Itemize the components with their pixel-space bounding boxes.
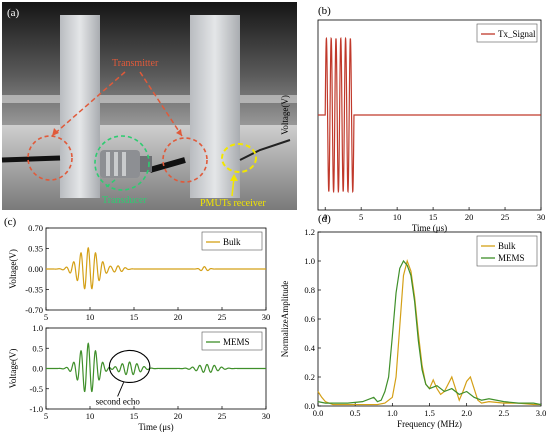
y-tick-label: 1.0 bbox=[304, 256, 315, 266]
chart-frequency-spectrum: 0.0 0.5 1.0 1.5 2.0 2.5 3.0 0.0 0.2 0.4 0.6 0.8 1.0 1… bbox=[280, 227, 546, 429]
photo-panel: (a) Transmitter Transducer PMUTs receive… bbox=[1, 2, 297, 210]
x-tick-label: 2.0 bbox=[461, 408, 472, 418]
x-tick-label: 5 bbox=[44, 411, 48, 421]
transducer-arrow bbox=[104, 179, 116, 189]
second-echo-ellipse bbox=[108, 349, 151, 384]
x-tick-label: 3.0 bbox=[536, 408, 547, 418]
x-tick-label: 25 bbox=[501, 212, 510, 222]
legend-label: Tx_Signal bbox=[498, 29, 536, 39]
chart-mems-echo: 5 10 15 20 25 30 -1.0 -0.5 0.0 0.5 1.0 Time (μs) Vol… bbox=[8, 323, 270, 432]
y-tick-label: 0.2 bbox=[304, 372, 315, 382]
x-tick-label: 5 bbox=[44, 312, 48, 322]
aluminum-block-left bbox=[60, 15, 100, 198]
y-tick-label: -0.35 bbox=[25, 285, 43, 295]
cable-right bbox=[239, 139, 291, 161]
series-line bbox=[317, 259, 542, 406]
y-tick-label: 0.00 bbox=[28, 264, 43, 274]
legend-box bbox=[201, 331, 263, 351]
chart-bulk-echo: 5 10 15 20 25 30 -0.70 -0.35 0.00 0.35 0.70 Voltage… bbox=[8, 223, 270, 322]
x-tick-label: 20 bbox=[174, 312, 183, 322]
y-tick-label: -0.5 bbox=[30, 384, 43, 394]
y-tick-label: 1.2 bbox=[304, 227, 315, 237]
y-tick-label: 0.0 bbox=[304, 401, 315, 411]
x-tick-label: 15 bbox=[130, 411, 139, 421]
x-axis-label: Time (μs) bbox=[138, 422, 173, 432]
y-tick-label: 0.8 bbox=[304, 285, 315, 295]
x-tick-label: 0 bbox=[323, 212, 327, 222]
y-tick-label: 0.6 bbox=[304, 314, 315, 324]
x-tick-label: 15 bbox=[429, 212, 438, 222]
series-line bbox=[317, 258, 541, 406]
y-tick-label: 0.4 bbox=[304, 343, 315, 353]
y-tick-label: -1.0 bbox=[30, 404, 43, 414]
receiver-label: PMUTs receiver bbox=[200, 198, 266, 209]
x-tick-label: 0.5 bbox=[350, 408, 361, 418]
y-tick-label: 0.35 bbox=[28, 244, 43, 254]
x-tick-label: 25 bbox=[218, 312, 227, 322]
transmitter-arrow-right bbox=[139, 71, 183, 137]
transmitter-circle-left bbox=[27, 135, 73, 181]
annotation-text: second echo bbox=[96, 396, 141, 406]
x-tick-label: 15 bbox=[130, 312, 139, 322]
x-axis-label: Time (μs) bbox=[412, 223, 447, 233]
legend-label: Bulk bbox=[498, 241, 516, 251]
panel-label-c: (c) bbox=[4, 216, 17, 228]
panel-label-a: (a) bbox=[7, 7, 20, 19]
legend-label: Bulk bbox=[223, 237, 241, 247]
x-tick-label: 10 bbox=[393, 212, 402, 222]
x-tick-label: 10 bbox=[86, 312, 95, 322]
x-tick-label: 1.0 bbox=[387, 408, 398, 418]
y-tick-label: 1.0 bbox=[32, 323, 43, 333]
panel-label-b: (b) bbox=[318, 5, 331, 17]
x-tick-label: 30 bbox=[262, 312, 271, 322]
annotation-arrow bbox=[117, 382, 125, 397]
y-tick-label: 0.70 bbox=[28, 223, 43, 233]
x-axis-label: Frequency (MHz) bbox=[397, 419, 462, 429]
series-line bbox=[46, 246, 266, 290]
x-tick-label: 20 bbox=[465, 212, 474, 222]
legend-box bbox=[476, 235, 538, 267]
transmitter-label: Transmitter bbox=[112, 58, 159, 69]
legend-label: MEMS bbox=[223, 337, 250, 347]
legend-box bbox=[476, 23, 538, 43]
panel-label-d: (d) bbox=[318, 213, 331, 225]
aluminum-block-right bbox=[190, 15, 240, 198]
x-tick-label: 30 bbox=[537, 212, 546, 222]
y-axis-label: Voltage(V) bbox=[280, 95, 290, 135]
transmitter-arrow-left bbox=[51, 71, 126, 137]
receiver-circle bbox=[221, 143, 257, 173]
x-tick-label: 10 bbox=[86, 411, 95, 421]
y-tick-label: 0.5 bbox=[32, 343, 43, 353]
x-tick-label: 25 bbox=[218, 411, 227, 421]
series-line bbox=[318, 36, 541, 194]
x-tick-label: 1.5 bbox=[424, 408, 435, 418]
transducer-circle bbox=[94, 135, 150, 191]
legend-box bbox=[201, 231, 263, 251]
x-tick-label: 2.5 bbox=[499, 408, 510, 418]
series-line bbox=[46, 342, 266, 393]
y-tick-label: -0.70 bbox=[25, 305, 43, 315]
y-axis-label: Voltage(V) bbox=[8, 249, 18, 289]
x-tick-label: 5 bbox=[359, 212, 363, 222]
x-tick-label: 0.0 bbox=[313, 408, 324, 418]
transmitter-circle-right bbox=[162, 137, 208, 183]
x-tick-label: 30 bbox=[262, 411, 271, 421]
cable-middle bbox=[149, 157, 186, 173]
y-axis-label: Voltage(V) bbox=[8, 349, 18, 389]
y-axis-label: NormalizeAmplitude bbox=[280, 281, 290, 357]
chart-tx-signal: 0 5 10 15 20 25 30 Time (μs) Voltage(V) Tx_Signal bbox=[280, 19, 546, 233]
x-tick-label: 20 bbox=[174, 411, 183, 421]
cable-left bbox=[1, 155, 61, 163]
y-tick-label: 0.0 bbox=[32, 364, 43, 374]
transducer-label: Transducer bbox=[102, 195, 147, 206]
legend-label: MEMS bbox=[498, 253, 525, 263]
